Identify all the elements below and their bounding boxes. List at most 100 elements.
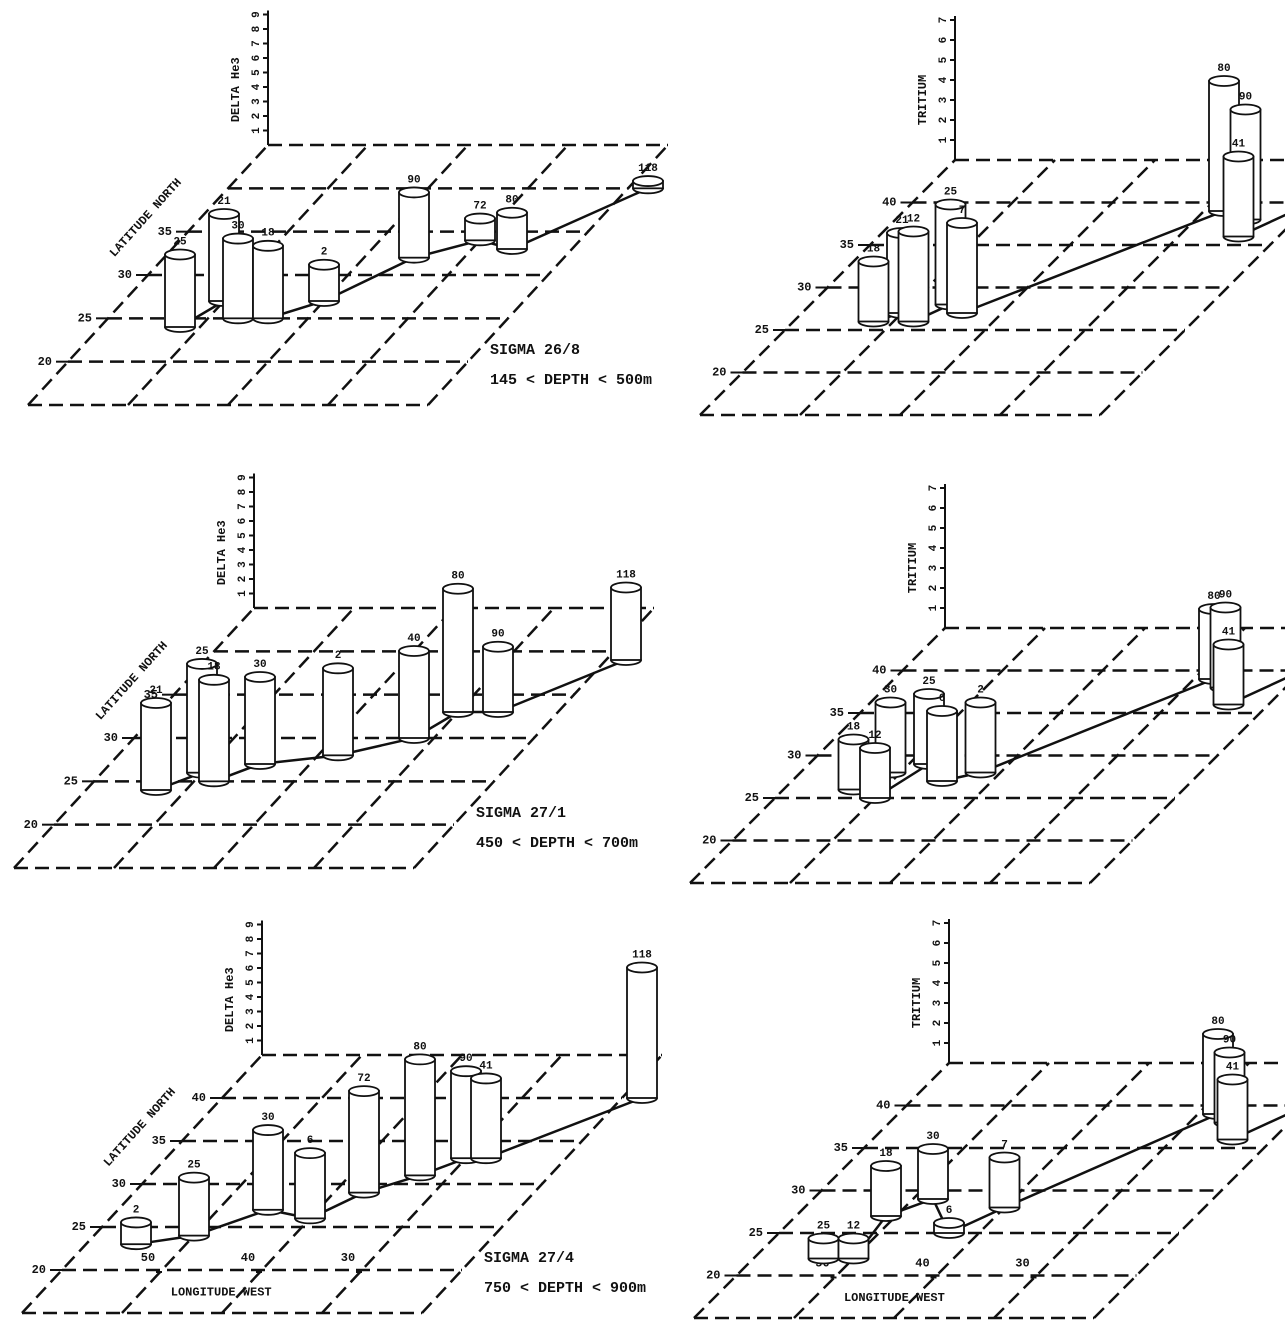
panel: 20253035401234567TRITIUM1188090412530261… — [690, 484, 1285, 883]
cylinder-top — [253, 1125, 283, 1135]
z-tick-label: 7 — [928, 485, 940, 492]
cylinder: 25 — [809, 1220, 839, 1263]
cylinder-body — [966, 703, 996, 773]
station-label: 2 — [321, 247, 328, 259]
station-label: 41 — [479, 1060, 493, 1072]
cylinder: 18 — [871, 1148, 901, 1221]
z-tick-label: 7 — [237, 503, 249, 510]
station-label: 18 — [879, 1148, 893, 1160]
station-label: 30 — [261, 1112, 274, 1124]
z-tick-label: 4 — [245, 993, 257, 1000]
x-axis-label: LONGITUDE WEST — [844, 1291, 945, 1305]
z-tick-label: 4 — [928, 544, 940, 551]
z-tick-label: 4 — [932, 979, 944, 986]
station-label: 12 — [907, 213, 920, 225]
cylinder: 80 — [443, 571, 473, 717]
cylinder: 41 — [471, 1060, 501, 1163]
z-tick-label: 2 — [928, 585, 940, 592]
cylinder-top — [809, 1234, 839, 1244]
cylinder-top — [253, 241, 283, 251]
cylinder-top — [471, 1073, 501, 1083]
y-tick-label: 30 — [787, 749, 801, 763]
cylinder-body — [443, 589, 473, 712]
z-tick-label: 1 — [237, 590, 249, 597]
cylinder-top — [245, 672, 275, 682]
cylinder-top — [295, 1148, 325, 1158]
station-label: 80 — [505, 195, 518, 207]
cylinder-top — [927, 706, 957, 716]
panel: 20253035401234567TRITIUM1188090412521718… — [700, 16, 1285, 415]
y-tick-label: 35 — [152, 1134, 166, 1148]
station-label: 80 — [451, 571, 464, 583]
z-tick-label: 6 — [251, 55, 263, 62]
station-label: 18 — [847, 721, 861, 733]
cylinder: 6 — [927, 693, 957, 786]
station-label: 90 — [459, 1053, 472, 1065]
cylinder: 30 — [253, 1112, 283, 1215]
z-tick-label: 4 — [237, 546, 249, 553]
cylinder-top — [179, 1173, 209, 1183]
z-axis-label: DELTA He3 — [223, 967, 237, 1032]
cylinder-top — [839, 735, 869, 745]
annotation: 145 < DEPTH < 500m — [490, 372, 652, 389]
x-tick-label: 40 — [241, 1251, 255, 1265]
cylinder-top — [990, 1153, 1020, 1163]
z-tick-label: 7 — [932, 920, 944, 927]
y-tick-label: 20 — [38, 355, 52, 369]
y-tick-label: 25 — [78, 312, 92, 326]
grid-line — [122, 1055, 362, 1313]
station-label: 2 — [133, 1204, 140, 1216]
y-tick-label: 40 — [876, 1099, 890, 1113]
cylinder: 2 — [121, 1204, 151, 1249]
z-tick-label: 2 — [245, 1023, 257, 1030]
y-tick-label: 30 — [797, 281, 811, 295]
z-tick-label: 5 — [245, 979, 257, 986]
y-tick-label: 20 — [712, 366, 726, 380]
annotation: SIGMA 27/1 — [476, 805, 566, 822]
cylinder-body — [141, 703, 171, 790]
cylinder-body — [471, 1078, 501, 1158]
station-label: 6 — [939, 693, 946, 705]
cylinder: 2 — [309, 247, 339, 306]
z-tick-label: 1 — [928, 604, 940, 611]
annotation: 450 < DEPTH < 700m — [476, 835, 638, 852]
cylinder-body — [165, 255, 195, 328]
cylinder-body — [947, 223, 977, 313]
cylinder-top — [121, 1217, 151, 1227]
cylinder: 25 — [165, 236, 195, 332]
cylinder-top — [918, 1144, 948, 1154]
y-tick-label: 30 — [104, 731, 118, 745]
cylinder: 30 — [918, 1131, 948, 1204]
station-label: 25 — [817, 1220, 831, 1232]
station-label: 25 — [922, 676, 936, 688]
cylinder-top — [223, 234, 253, 244]
cylinder-top — [871, 1161, 901, 1171]
station-label: 41 — [1222, 626, 1236, 638]
annotation: SIGMA 27/4 — [484, 1250, 574, 1267]
figure: 20253035LATITUDE NORTH123456789DELTA He3… — [0, 0, 1285, 1330]
cylinder-top — [947, 218, 977, 228]
cylinder-top — [839, 1234, 869, 1244]
cylinder-top — [209, 209, 239, 219]
cylinder-top — [859, 257, 889, 267]
cylinder-top — [405, 1054, 435, 1064]
cylinder: 30 — [223, 220, 253, 323]
station-label: 7 — [1001, 1139, 1008, 1151]
x-axis-label: LONGITUDE WEST — [171, 1286, 272, 1300]
cylinder: 30 — [245, 659, 275, 769]
z-tick-label: 3 — [928, 564, 940, 571]
z-tick-label: 5 — [938, 56, 950, 63]
cylinder-top — [323, 663, 353, 673]
y-tick-label: 40 — [192, 1091, 206, 1105]
cylinder-top — [860, 743, 890, 753]
y-tick-label: 25 — [749, 1226, 763, 1240]
panel: 2025303540504030LONGITUDE WEST1234567TRI… — [694, 919, 1285, 1318]
y-tick-label: 25 — [72, 1220, 86, 1234]
cylinder: 72 — [465, 200, 495, 245]
z-tick-label: 3 — [245, 1008, 257, 1015]
cylinder-body — [990, 1158, 1020, 1208]
z-tick-label: 2 — [938, 117, 950, 124]
cylinder-top — [1224, 152, 1254, 162]
z-axis-label: TRITIUM — [916, 75, 930, 125]
station-label: 41 — [1232, 138, 1246, 150]
